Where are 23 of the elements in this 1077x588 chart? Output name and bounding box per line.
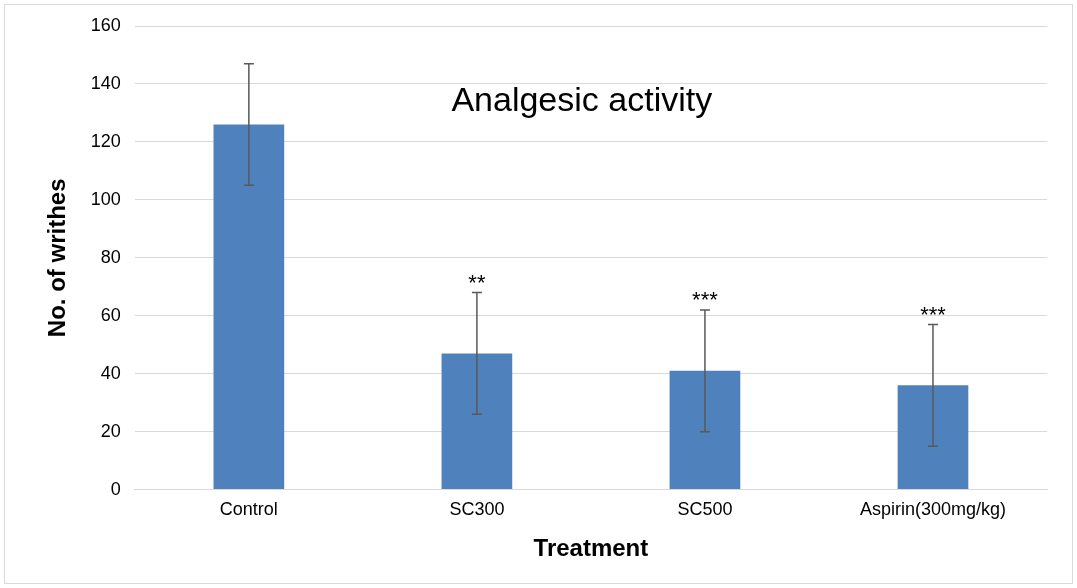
y-tick-label: 0 [110, 478, 121, 499]
y-axis-title: No. of writhes [43, 178, 71, 338]
x-axis-title: Treatment [533, 534, 649, 562]
bar [213, 124, 285, 490]
bar [897, 385, 969, 490]
x-tick-label: SC500 [677, 499, 733, 520]
y-tick-label: 120 [90, 130, 121, 151]
y-tick-label: 20 [100, 420, 121, 441]
annotation: *** [920, 301, 947, 327]
y-tick-label: 160 [90, 14, 121, 35]
x-tick-label: Aspirin(300mg/kg) [859, 499, 1007, 520]
bar [441, 353, 513, 490]
y-tick-label: 140 [90, 72, 121, 93]
text: Analgesic activity [451, 80, 713, 119]
y-tick-label: 100 [90, 188, 121, 209]
y-tick-label: 60 [100, 304, 121, 325]
y-tick-label: 40 [100, 362, 121, 383]
y-tick-label: 80 [100, 246, 121, 267]
annotation: ** [468, 269, 486, 295]
x-tick-label: SC300 [449, 499, 505, 520]
annotation: *** [692, 287, 719, 313]
x-tick-label: Control [219, 499, 278, 520]
bar [669, 370, 741, 490]
